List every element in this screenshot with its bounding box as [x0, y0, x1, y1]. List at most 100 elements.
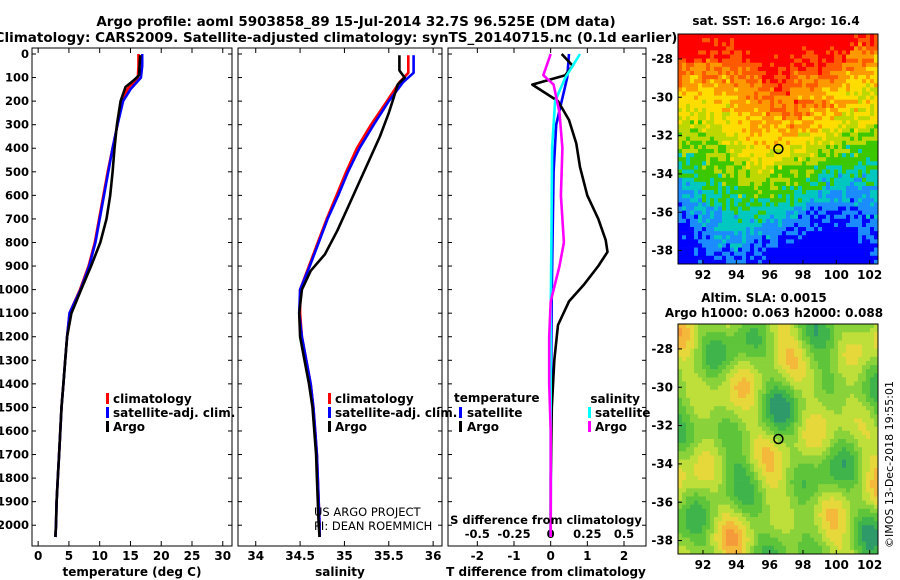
sst-cell [790, 46, 795, 51]
sla-cell [782, 389, 787, 395]
sst-cell [810, 206, 815, 211]
depth-tick-label: 800 [5, 235, 29, 249]
sla-cell [738, 430, 743, 436]
sst-cell [782, 181, 787, 187]
sst-cell [690, 120, 695, 125]
sst-cell [774, 231, 779, 236]
sst-cell [806, 116, 811, 121]
sla-cell [786, 332, 791, 337]
sst-cell [834, 194, 839, 199]
sst-cell [702, 87, 707, 92]
sla-cell [758, 475, 763, 481]
sla-cell [758, 356, 763, 362]
sst-cell [734, 62, 739, 68]
sst-cell [838, 161, 843, 166]
sst-cell [722, 206, 727, 211]
sla-cell [754, 443, 759, 448]
sla-cell [694, 402, 699, 407]
sla-cell [742, 402, 747, 407]
sst-cell [814, 79, 819, 84]
sla-cell [786, 426, 791, 432]
sla-cell [742, 455, 747, 460]
sst-cell [706, 99, 711, 105]
sst-cell [702, 210, 707, 216]
sst-cell [834, 116, 839, 121]
sst-cell [786, 259, 791, 264]
sst-cell [718, 173, 723, 179]
sst-cell [790, 124, 795, 129]
sst-cell [746, 222, 751, 228]
sla-cell [794, 455, 799, 460]
sst-cell [770, 177, 775, 183]
sst-cell [730, 107, 735, 113]
sst-cell [758, 95, 763, 101]
sst-cell [806, 227, 811, 232]
sla-cell [770, 389, 775, 395]
sst-cell [770, 124, 775, 129]
sst-cell [742, 255, 747, 261]
sst-cell [762, 218, 767, 224]
sla-cell [686, 418, 691, 423]
sla-cell [798, 340, 803, 345]
sst-cell [770, 83, 775, 88]
sst-cell [714, 66, 719, 72]
sst-cell [814, 181, 819, 187]
sst-cell [702, 185, 707, 191]
sst-cell [778, 120, 783, 125]
sla-cell [754, 324, 759, 329]
sla-cell [682, 439, 687, 444]
sla-cell [810, 406, 815, 411]
depth-tick-label: 500 [5, 165, 29, 179]
legend-climatology-swatch [328, 393, 331, 404]
sst-cell [738, 235, 743, 240]
sst-cell [722, 227, 727, 232]
sla-cell [802, 336, 807, 341]
sla-cell [742, 406, 747, 411]
sla-cell [726, 344, 731, 349]
sst-cell [850, 120, 855, 125]
sst-cell [870, 83, 875, 88]
sst-cell [718, 120, 723, 125]
sst-cell [682, 231, 687, 236]
sst-cell [778, 128, 783, 133]
sla-cell [826, 365, 831, 370]
temperature-plot-frame [31, 47, 233, 547]
sst-cell [718, 218, 723, 224]
sla-cell [746, 332, 751, 337]
sst-cell [718, 239, 723, 244]
sla-cell [870, 439, 875, 444]
sst-cell [742, 62, 747, 68]
sst-cell [746, 107, 751, 113]
sla-cell [766, 332, 771, 337]
sst-cell [874, 169, 878, 174]
sla-cell [846, 365, 851, 370]
sst-cell [702, 218, 707, 224]
sla-cell [870, 418, 875, 423]
sla-cell [782, 471, 787, 477]
sst-cell [710, 34, 715, 39]
sla-cell [858, 434, 863, 440]
sst-cell [766, 66, 771, 72]
legend-climatology-label: climatology [113, 392, 192, 406]
depth-tick-label: 300 [5, 118, 29, 132]
sst-cell [818, 46, 823, 51]
sst-cell [714, 202, 719, 207]
sst-cell [858, 231, 863, 236]
sst-cell [726, 255, 731, 261]
sst-cell [850, 103, 855, 109]
sla-cell [702, 402, 707, 407]
sla-cell [758, 332, 763, 337]
sst-cell [726, 169, 731, 174]
sla-cell [842, 336, 847, 341]
sla-cell [866, 393, 871, 399]
sla-cell [810, 385, 815, 391]
legend-satellite-label: satellite-adj. clim. [113, 406, 235, 420]
sst-cell [714, 112, 719, 117]
sst-cell [690, 153, 695, 158]
sla-cell [698, 360, 703, 366]
sla-cell [742, 475, 747, 481]
sst-cell [858, 46, 863, 51]
sla-cell [850, 443, 855, 448]
sst-cell [718, 75, 723, 80]
sst-cell [802, 153, 807, 158]
